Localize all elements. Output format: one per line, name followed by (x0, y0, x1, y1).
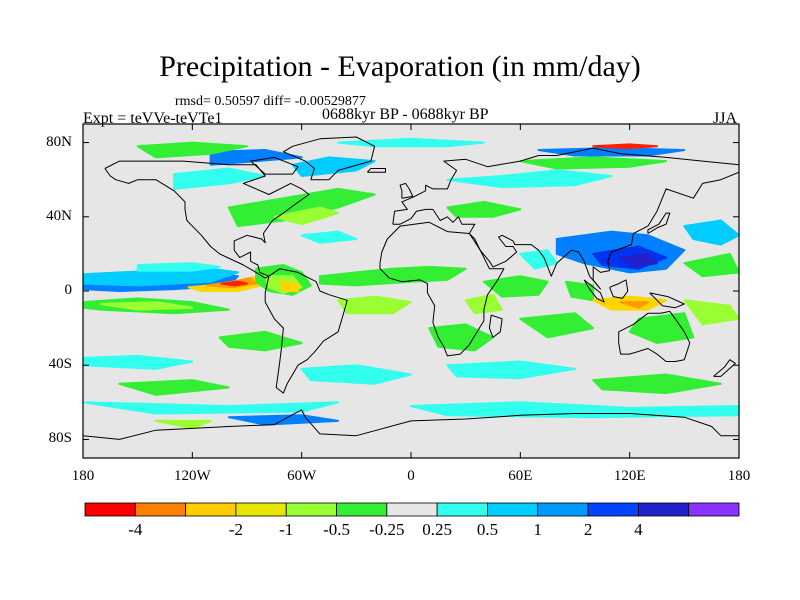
anomaly-region-2 (136, 262, 221, 272)
colorbar-label: -1 (279, 520, 294, 539)
coastline-antarctica (83, 409, 739, 440)
colorbar-box-12 (688, 502, 740, 517)
coastline-eurasia (392, 147, 739, 290)
colorbar-label: -0.25 (369, 520, 405, 539)
anomaly-region-14 (482, 275, 549, 298)
anomaly-region-11 (318, 265, 467, 287)
anomaly-region-50 (154, 419, 212, 430)
x-tick-label: 60E (508, 468, 533, 484)
anomaly-region-41 (519, 312, 595, 339)
x-tick-label: 0 (407, 468, 415, 484)
coastline-madagascar (488, 314, 503, 338)
chart-title: Precipitation - Evaporation (in mm/day) (159, 50, 641, 83)
coastline-sumatra (583, 279, 605, 303)
anomaly-region-12 (337, 295, 412, 315)
anomaly-region-47 (83, 401, 340, 415)
coastline-new-guinea (649, 292, 685, 309)
coastline-uk (399, 182, 414, 199)
experiment-label: Expt = teVVe-teVTe1 (83, 110, 223, 127)
y-tick-label: 80S (48, 430, 72, 447)
x-tick-label: 180 (727, 468, 751, 484)
period-label: 0688kyr BP - 0688kyr BP (322, 106, 489, 123)
coastline-baffin (250, 156, 299, 175)
anomaly-region-7 (220, 280, 248, 287)
anomaly-region-25 (446, 169, 613, 189)
x-tick-label: 180 (71, 468, 95, 484)
anomaly-region-23 (136, 141, 248, 159)
colorbar-label: 1 (533, 520, 543, 539)
coastline-iceland (366, 168, 386, 173)
anomaly-region-33 (683, 219, 739, 246)
anomaly-region-43 (118, 379, 230, 396)
colorbar-box-2 (185, 502, 237, 517)
x-tick-label: 60W (287, 468, 317, 484)
colorbar-label: 0.5 (476, 520, 499, 539)
anomaly-region-40 (683, 299, 739, 326)
y-tick-label: 40S (48, 356, 72, 373)
anomaly-region-32 (619, 252, 658, 268)
axis-ticks (82, 124, 740, 458)
coastline-greenland (282, 136, 376, 181)
anomaly-region-28 (592, 143, 658, 150)
colorbar-box-9 (537, 502, 589, 517)
anomaly-region-44 (300, 364, 412, 385)
colorbar-box-0 (84, 502, 136, 517)
y-tick-label: 40N (46, 207, 72, 224)
coastline-africa (379, 221, 505, 357)
coastline-australia (618, 310, 691, 362)
x-tick-label: 120E (613, 468, 646, 484)
colorbar (84, 502, 740, 517)
colorbar-box-6 (386, 502, 438, 517)
anomaly-region-4 (100, 301, 194, 311)
anomaly-region-24 (337, 137, 485, 148)
colorbar-label: -2 (228, 520, 244, 539)
coastlines (83, 136, 739, 440)
anomaly-region-46 (592, 373, 722, 395)
colorbar-label: 4 (634, 520, 643, 539)
colorbar-box-5 (336, 502, 388, 517)
anomaly-region-18 (273, 206, 340, 226)
colorbar-box-10 (587, 502, 639, 517)
colorbar-label: -4 (128, 520, 143, 539)
coastline-japan (647, 212, 671, 234)
coastline-new-zealand (713, 359, 736, 377)
anomaly-region-10 (278, 280, 299, 292)
anomaly-region-26 (519, 156, 668, 170)
stats-text: rmsd= 0.50597 diff= -0.00529877 (175, 94, 366, 109)
season-label: JJA (713, 110, 738, 127)
colorbar-box-7 (436, 502, 488, 517)
colorbar-box-1 (134, 502, 187, 517)
y-tick-label: 80N (46, 133, 72, 150)
anomaly-region-17 (227, 187, 376, 228)
y-tick-label: 0 (64, 282, 73, 298)
anomaly-region-15 (464, 293, 504, 315)
anomaly-region-48 (410, 401, 739, 419)
x-tick-label: 120W (173, 468, 211, 484)
anomaly-region-45 (446, 360, 576, 380)
anomaly-region-39 (628, 312, 695, 344)
anomaly-field (83, 137, 739, 430)
coastline-south-america (264, 268, 348, 394)
anomaly-region-38 (619, 301, 649, 309)
colorbar-label: -0.5 (323, 520, 350, 539)
colorbar-box-8 (487, 502, 539, 517)
colorbar-box-3 (235, 502, 287, 517)
colorbar-label: 0.25 (422, 520, 453, 539)
colorbar-label: 2 (583, 520, 593, 539)
anomaly-region-20 (173, 167, 267, 190)
anomaly-region-29 (446, 200, 522, 218)
colorbar-box-4 (285, 502, 337, 517)
coastline-borneo (609, 279, 629, 299)
anomaly-region-42 (83, 354, 194, 370)
anomaly-region-19 (300, 230, 358, 244)
colorbar-box-11 (637, 502, 690, 517)
coastline-north-america (104, 160, 310, 279)
anomaly-region-34 (683, 252, 739, 278)
